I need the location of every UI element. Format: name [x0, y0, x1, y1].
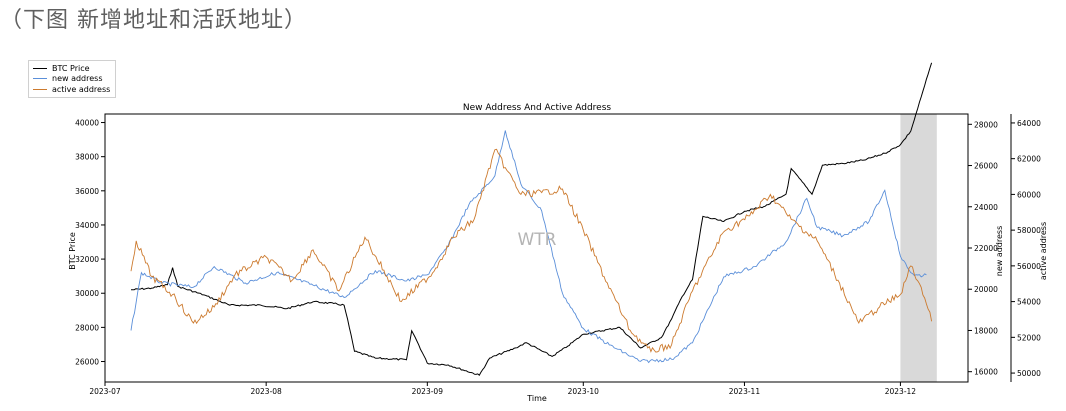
- y-left-tick-label: 38000: [75, 153, 99, 162]
- y-left-tick-label: 30000: [75, 289, 99, 298]
- y-right-2-tick-label: 64000: [1017, 119, 1041, 128]
- y-axis-right-2-label: active address: [1039, 222, 1048, 280]
- y-right-2-tick-label: 54000: [1017, 298, 1041, 307]
- x-tick-label: 2023-08: [250, 387, 282, 396]
- y-axis-right-1-label: new address: [995, 226, 1004, 277]
- axes-layer: 2023-07 2023-08 2023-09 2023-10 2023-11 2023-…: [75, 113, 1041, 396]
- y-right-2-tick-label: 60000: [1017, 190, 1041, 199]
- chart-title: New Address And Active Address: [463, 103, 611, 113]
- y-right-1-tick-label: 20000: [974, 285, 998, 294]
- x-tick-label: 2023-09: [412, 387, 444, 396]
- header-caption: （下图 新增地址和活跃地址）: [0, 8, 307, 33]
- chart-legend: BTC Price new address active address: [28, 60, 117, 98]
- shaded-region: [900, 114, 937, 382]
- legend-swatch-new-address: [33, 78, 47, 80]
- legend-item-active-address: active address: [33, 84, 110, 95]
- x-tick-label: 2023-11: [729, 387, 761, 396]
- legend-swatch-active-address: [33, 88, 47, 90]
- y-right-2-tick-label: 58000: [1017, 226, 1041, 235]
- y-right-1-tick-label: 26000: [974, 162, 998, 171]
- y-right-1-tick-label: 24000: [974, 203, 998, 212]
- legend-swatch-btc-price: [33, 67, 47, 69]
- series-layer: [130, 62, 933, 376]
- y-right-2-tick-label: 50000: [1017, 369, 1041, 378]
- watermark: WTR: [517, 230, 556, 250]
- y-right-1-tick-label: 28000: [974, 120, 998, 129]
- y-right-2-tick-label: 56000: [1017, 262, 1041, 271]
- legend-item-new-address: new address: [33, 74, 110, 85]
- series-line-active-address: [130, 148, 933, 353]
- legend-label-btc-price: BTC Price: [52, 63, 90, 73]
- y-right-1-tick-label: 18000: [974, 326, 998, 335]
- x-tick-label: 2023-12: [885, 387, 917, 396]
- shade-layer: [900, 114, 937, 382]
- legend-label-new-address: new address: [52, 74, 103, 84]
- y-right-1-tick-label: 16000: [974, 368, 998, 377]
- y-left-tick-label: 26000: [75, 358, 99, 367]
- x-tick-label: 2023-10: [568, 387, 600, 396]
- series-line-btc-price: [130, 62, 933, 376]
- y-right-1-tick-label: 22000: [974, 244, 998, 253]
- y-right-2-tick-label: 62000: [1017, 155, 1041, 164]
- legend-item-btc-price: BTC Price: [33, 63, 110, 74]
- y-left-tick-label: 28000: [75, 323, 99, 332]
- x-tick-label: 2023-07: [89, 387, 121, 396]
- y-left-tick-label: 32000: [75, 255, 99, 264]
- series-line-new-address: [130, 130, 927, 364]
- y-left-tick-label: 34000: [75, 221, 99, 230]
- x-axis-label: Time: [526, 394, 547, 403]
- y-left-tick-label: 36000: [75, 187, 99, 196]
- y-left-tick-label: 40000: [75, 119, 99, 128]
- legend-label-active-address: active address: [52, 84, 111, 94]
- y-axis-left-label: BTC Price: [68, 232, 77, 270]
- y-right-2-tick-label: 52000: [1017, 333, 1041, 342]
